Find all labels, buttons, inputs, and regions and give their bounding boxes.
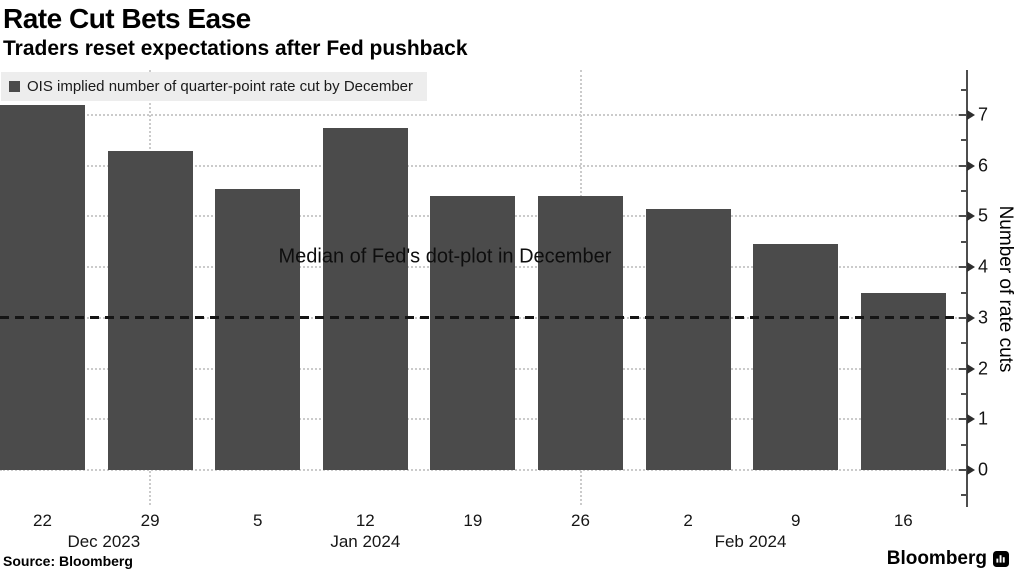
y-minor-tick: [961, 443, 967, 446]
y-minor-tick: [961, 190, 967, 193]
x-tick-label: 9: [790, 511, 801, 530]
y-tick-label: 3: [978, 307, 989, 328]
y-gridline: [0, 469, 960, 471]
x-tick-label: 5: [252, 511, 263, 530]
x-tick-label: 29: [140, 511, 160, 530]
bar-16: [860, 292, 946, 470]
y-minor-tick: [961, 240, 967, 243]
y-tick: [959, 164, 967, 167]
bar-29: [107, 150, 193, 470]
y-gridline: [0, 164, 960, 167]
bar-2: [645, 208, 731, 470]
x-tick-label: 16: [893, 511, 913, 530]
chart-title: Rate Cut Bets Ease: [3, 3, 251, 34]
month-label: Jan 2024: [330, 532, 401, 551]
y-tick-arrow-icon: [967, 262, 975, 273]
y-minor-tick: [961, 342, 967, 345]
y-tick-arrow-icon: [967, 414, 975, 425]
y-tick-label: 1: [978, 408, 989, 429]
y-axis-line: [966, 70, 968, 507]
legend-series-label: OIS implied number of quarter-point rate…: [27, 78, 414, 95]
bloomberg-wordmark: Bloomberg: [886, 548, 987, 569]
bar-12: [322, 127, 408, 470]
month-label: Feb 2024: [714, 532, 787, 551]
y-tick-arrow-icon: [967, 110, 975, 120]
y-minor-tick: [961, 291, 967, 294]
x-tick-label: 12: [355, 511, 375, 530]
y-tick-arrow-icon: [967, 363, 975, 374]
x-tick-label: 26: [571, 511, 590, 530]
y-tick-label: 5: [978, 205, 989, 226]
bar-22: [0, 104, 85, 470]
annotation-label: Median of Fed's dot-plot in December: [278, 245, 612, 268]
y-minor-tick: [961, 494, 967, 497]
y-gridline: [0, 114, 960, 116]
x-tick-label: 22: [33, 511, 52, 530]
y-tick-arrow-icon: [967, 465, 975, 475]
bar-26: [538, 196, 623, 470]
bar-19: [430, 196, 516, 470]
y-tick-label: 7: [978, 104, 989, 125]
bar-5: [215, 188, 301, 470]
y-tick: [959, 367, 967, 370]
chart-subtitle: Traders reset expectations after Fed pus…: [3, 37, 468, 60]
y-axis-title: Number of rate cuts: [995, 205, 1016, 373]
bloomberg-logo: Bloomberg: [887, 548, 1009, 570]
y-minor-tick: [961, 392, 967, 395]
legend-series-marker-icon: [9, 81, 20, 92]
y-tick: [959, 316, 967, 319]
fed-median-reference-line: [0, 316, 960, 320]
source-note: Source: Bloomberg: [3, 553, 133, 569]
y-tick-arrow-icon: [967, 312, 975, 323]
y-tick: [959, 215, 967, 218]
y-minor-tick: [961, 139, 967, 142]
y-tick-arrow-icon: [967, 160, 975, 171]
y-tick: [959, 469, 967, 471]
x-tick-label: 2: [683, 511, 693, 530]
y-tick-label: 0: [978, 459, 989, 480]
y-tick: [959, 418, 967, 421]
x-tick-label: 19: [463, 511, 483, 530]
y-tick-label: 6: [978, 155, 989, 176]
bloomberg-mark-icon: [993, 551, 1009, 567]
y-tick: [959, 266, 967, 269]
legend: OIS implied number of quarter-point rate…: [1, 72, 428, 101]
y-minor-tick: [961, 88, 967, 91]
bar-9: [753, 244, 839, 470]
y-tick-label: 4: [978, 256, 989, 277]
y-tick-label: 2: [978, 358, 989, 379]
y-tick-arrow-icon: [967, 211, 975, 222]
y-tick: [959, 114, 967, 116]
month-label: Dec 2023: [67, 532, 141, 551]
